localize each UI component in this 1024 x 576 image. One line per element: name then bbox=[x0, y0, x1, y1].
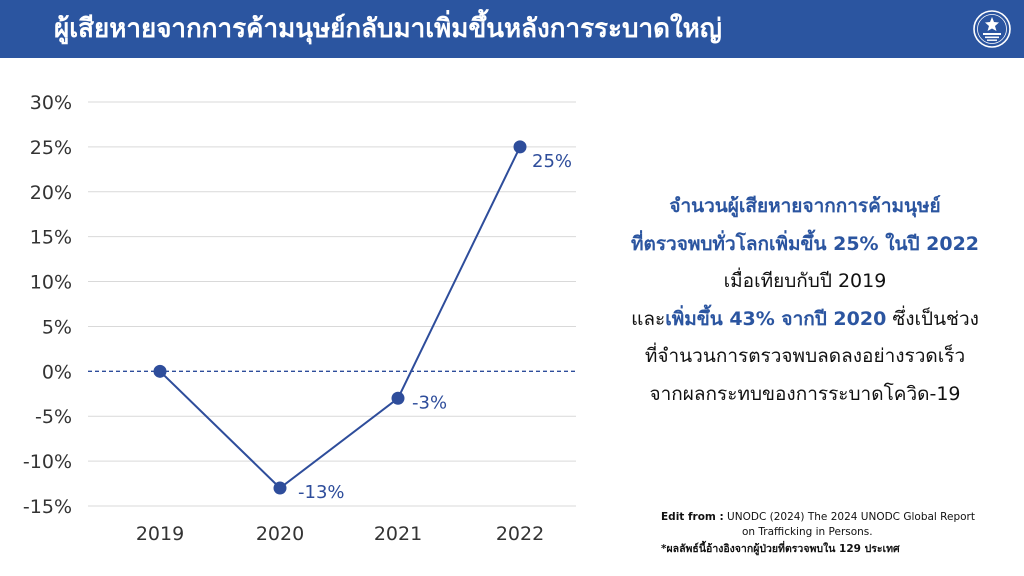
data-label: 25% bbox=[532, 151, 572, 172]
source-text-2: on Trafficking in Persons. bbox=[742, 526, 873, 538]
source-note: Edit from : UNODC (2024) The 2024 UNODC … bbox=[661, 510, 1011, 557]
desc-line-1: จำนวนผู้เสียหายจากการค้ามนุษย์ bbox=[669, 195, 941, 217]
data-label: -3% bbox=[412, 392, 447, 413]
page-title: ผู้เสียหายจากการค้ามนุษย์กลับมาเพิ่มขึ้น… bbox=[54, 14, 722, 44]
y-tick-label: 25% bbox=[30, 137, 72, 159]
y-tick-label: -5% bbox=[35, 406, 72, 428]
desc-line-5: ที่จำนวนการตรวจพบลดลงอย่างรวดเร็ว bbox=[644, 345, 966, 367]
data-label: -13% bbox=[298, 482, 345, 503]
desc-line-4-prefix: และ bbox=[631, 307, 666, 330]
y-tick-label: 5% bbox=[42, 316, 72, 338]
y-tick-label: 20% bbox=[30, 182, 72, 204]
data-point bbox=[513, 140, 527, 154]
y-tick-label: -15% bbox=[23, 496, 72, 518]
data-point bbox=[153, 364, 167, 378]
desc-line-4-suffix: ซึ่งเป็นช่วง bbox=[886, 307, 979, 330]
y-tick-label: 30% bbox=[30, 92, 72, 114]
header-bar: ผู้เสียหายจากการค้ามนุษย์กลับมาเพิ่มขึ้น… bbox=[0, 0, 1024, 58]
y-tick-label: 15% bbox=[30, 227, 72, 249]
x-tick-label: 2022 bbox=[496, 523, 544, 545]
data-point bbox=[391, 391, 405, 405]
desc-line-3: เมื่อเทียบกับปี 2019 bbox=[723, 270, 887, 292]
desc-line-4-highlight: เพิ่มขึ้น 43% จากปี 2020 bbox=[665, 307, 887, 330]
description-text: จำนวนผู้เสียหายจากการค้ามนุษย์ ที่ตรวจพบ… bbox=[590, 188, 1020, 413]
source-label: Edit from : bbox=[661, 511, 724, 523]
y-tick-label: -10% bbox=[23, 451, 72, 473]
y-tick-label: 0% bbox=[42, 361, 72, 383]
x-tick-label: 2021 bbox=[374, 523, 422, 545]
government-seal-icon bbox=[973, 10, 1011, 48]
y-tick-label: 10% bbox=[30, 272, 72, 294]
x-tick-label: 2019 bbox=[136, 523, 184, 545]
source-text-1: UNODC (2024) The 2024 UNODC Global Repor… bbox=[723, 511, 975, 523]
desc-line-6: จากผลกระทบของการระบาดโควิด-19 bbox=[649, 382, 961, 405]
desc-line-4: และเพิ่มขึ้น 43% จากปี 2020 ซึ่งเป็นช่วง bbox=[590, 301, 1020, 339]
data-point bbox=[273, 481, 287, 495]
x-tick-label: 2020 bbox=[256, 523, 304, 545]
line-chart: 30% 25% 20% 15% 10% 5% 0% -5% -10% -15% 2019 2020 20… bbox=[23, 92, 576, 545]
source-footnote: *ผลลัพธ์นี้อ้างอิงจากผู้ป่วยที่ตรวจพบใน … bbox=[661, 543, 900, 555]
desc-line-2: ที่ตรวจพบทั่วโลกเพิ่มขึ้น 25% ในปี 2022 bbox=[630, 232, 980, 255]
series-line bbox=[159, 146, 521, 490]
